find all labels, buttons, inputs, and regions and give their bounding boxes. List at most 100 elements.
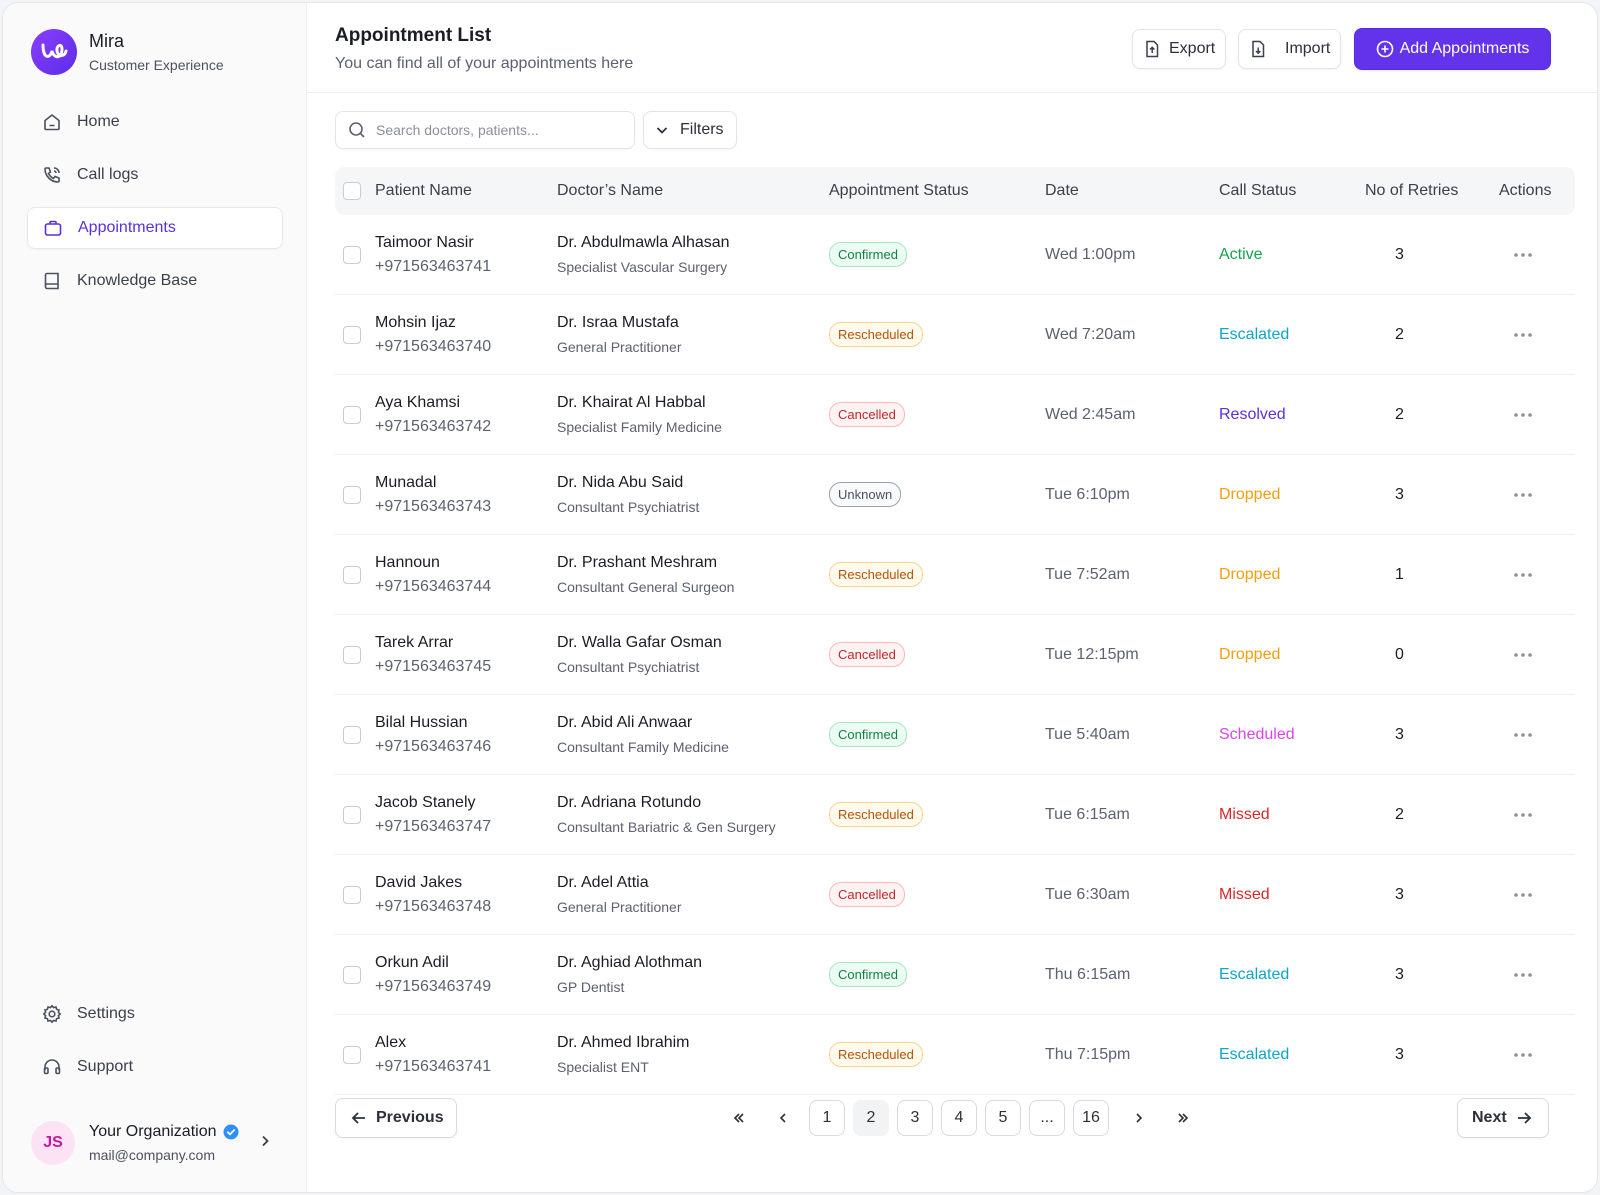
more-actions-icon[interactable] (1499, 732, 1575, 738)
row-checkbox[interactable] (343, 805, 361, 824)
pagination: 1 2 3 4 5... 16 (721, 1099, 1209, 1137)
more-actions-icon[interactable] (1499, 572, 1575, 578)
filters-label: Filters (680, 121, 724, 138)
more-actions-icon[interactable] (1499, 892, 1575, 898)
more-actions-icon[interactable] (1499, 332, 1575, 338)
table-row[interactable]: Jacob Stanely +971563463747 Dr. Adriana Ro… (335, 775, 1575, 855)
org-email: mail@company.com (89, 1147, 215, 1163)
next-label: Next (1472, 1109, 1507, 1126)
last-page-button[interactable] (1165, 1100, 1201, 1136)
appointment-date: Wed 1:00pm (1045, 245, 1136, 263)
more-actions-icon[interactable] (1499, 252, 1575, 258)
filters-button[interactable]: Filters (643, 111, 737, 149)
search-input[interactable] (376, 122, 616, 138)
page-number-button[interactable]: 5 (985, 1100, 1021, 1136)
import-button[interactable]: Import (1238, 29, 1342, 69)
column-header[interactable]: Doctor’s Name (557, 182, 664, 199)
column-header[interactable]: Date (1045, 182, 1079, 199)
sidebar-item-label: Settings (77, 1005, 135, 1022)
more-actions-icon[interactable] (1499, 652, 1575, 658)
main-content: Appointment List You can find all of you… (307, 3, 1597, 1192)
row-checkbox[interactable] (343, 325, 361, 344)
patient-name: Bilal Hussian (375, 713, 468, 731)
column-header[interactable]: Appointment Status (829, 182, 969, 199)
sidebar-item-home[interactable]: Home (27, 101, 283, 143)
row-checkbox[interactable] (343, 645, 361, 664)
patient-phone: +971563463743 (375, 497, 492, 515)
page-number-button[interactable]: 16 (1073, 1100, 1109, 1136)
appointment-date: Tue 6:30am (1045, 885, 1130, 903)
status-badge: Rescheduled (829, 322, 923, 347)
chevrons-right-icon (1178, 1113, 1189, 1123)
patient-name: Orkun Adil (375, 953, 449, 971)
home-icon (41, 111, 63, 133)
next-page-button[interactable] (1121, 1100, 1157, 1136)
search-icon (348, 121, 366, 139)
table-row[interactable]: Alex +971563463741 Dr. Ahmed Ibrahim Specia… (335, 1015, 1575, 1095)
row-checkbox[interactable] (343, 725, 361, 744)
patient-name: Munadal (375, 473, 437, 491)
doctor-specialty: Consultant Family Medicine (557, 739, 729, 755)
column-header[interactable]: Call Status (1219, 182, 1297, 199)
sidebar-item-knowledge-base[interactable]: Knowledge Base (27, 260, 283, 302)
profile-card[interactable]: JS Your Organization mail@company.com (31, 1121, 281, 1165)
table-row[interactable]: Munadal +971563463743 Dr. Nida Abu Said Con… (335, 455, 1575, 535)
doctor-specialty: General Practitioner (557, 899, 682, 915)
more-actions-icon[interactable] (1499, 492, 1575, 498)
more-actions-icon[interactable] (1499, 972, 1575, 978)
table-row[interactable]: Aya Khamsi +971563463742 Dr. Khairat Al Ha… (335, 375, 1575, 455)
select-all-checkbox[interactable] (343, 182, 361, 200)
retries-count: 0 (1395, 645, 1404, 663)
row-checkbox[interactable] (343, 405, 361, 424)
doctor-name: Dr. Israa Mustafa (557, 314, 679, 331)
page-number-button[interactable]: 3 (897, 1100, 933, 1136)
status-badge: Confirmed (829, 722, 907, 747)
retries-count: 3 (1395, 965, 1404, 983)
status-badge: Rescheduled (829, 1042, 923, 1067)
more-actions-icon[interactable] (1499, 812, 1575, 818)
add-appointments-button[interactable]: Add Appointments (1354, 28, 1551, 70)
row-checkbox[interactable] (343, 965, 361, 984)
more-actions-icon[interactable] (1499, 412, 1575, 418)
page-number-button[interactable]: 1 (809, 1100, 845, 1136)
doctor-specialty: Consultant Psychiatrist (557, 499, 700, 515)
chevron-left-icon (779, 1113, 786, 1123)
retries-count: 1 (1395, 565, 1404, 583)
retries-count: 3 (1395, 485, 1404, 503)
page-number-button[interactable]: 4 (941, 1100, 977, 1136)
table-row[interactable]: David Jakes +971563463748 Dr. Adel Attia Ge… (335, 855, 1575, 935)
column-header[interactable]: Patient Name (375, 182, 472, 199)
first-page-button[interactable] (721, 1100, 757, 1136)
appointment-date: Tue 7:52am (1045, 565, 1130, 583)
patient-phone: +971563463744 (375, 577, 492, 595)
table-row[interactable]: Bilal Hussian +971563463746 Dr. Abid Ali A… (335, 695, 1575, 775)
patient-name: Taimoor Nasir (375, 233, 474, 251)
doctor-name: Dr. Aghiad Alothman (557, 954, 702, 971)
row-checkbox[interactable] (343, 485, 361, 504)
sidebar-item-call-logs[interactable]: Call logs (27, 154, 283, 196)
table-row[interactable]: Orkun Adil +971563463749 Dr. Aghiad Alothm… (335, 935, 1575, 1015)
next-button[interactable]: Next (1457, 1098, 1549, 1138)
row-checkbox[interactable] (343, 565, 361, 584)
row-checkbox[interactable] (343, 1045, 361, 1064)
page-number-button[interactable]: 2 (853, 1100, 889, 1136)
table-row[interactable]: Taimoor Nasir +971563463741 Dr. Abdulmawla… (335, 215, 1575, 295)
table-row[interactable]: Tarek Arrar +971563463745 Dr. Walla Gafar … (335, 615, 1575, 695)
page-ellipsis[interactable]: ... (1029, 1100, 1065, 1136)
table-row[interactable]: Mohsin Ijaz +971563463740 Dr. Israa Mustaf… (335, 295, 1575, 375)
column-header[interactable]: No of Retries (1365, 182, 1459, 199)
doctor-name: Dr. Abdulmawla Alhasan (557, 234, 730, 251)
prev-page-button[interactable] (765, 1100, 801, 1136)
sidebar-item-settings[interactable]: Settings (27, 993, 283, 1035)
sidebar-item-support[interactable]: Support (27, 1046, 283, 1088)
more-actions-icon[interactable] (1499, 1052, 1575, 1058)
chevron-right-icon[interactable] (257, 1133, 273, 1154)
appointment-date: Tue 5:40am (1045, 725, 1130, 743)
export-button[interactable]: Export (1132, 29, 1227, 69)
sidebar-item-appointments[interactable]: Appointments (27, 207, 283, 249)
table-row[interactable]: Hannoun +971563463744 Dr. Prashant Meshram… (335, 535, 1575, 615)
previous-button[interactable]: Previous (335, 1098, 457, 1138)
patient-phone: +971563463741 (375, 257, 492, 275)
row-checkbox[interactable] (343, 885, 361, 904)
row-checkbox[interactable] (343, 245, 361, 264)
